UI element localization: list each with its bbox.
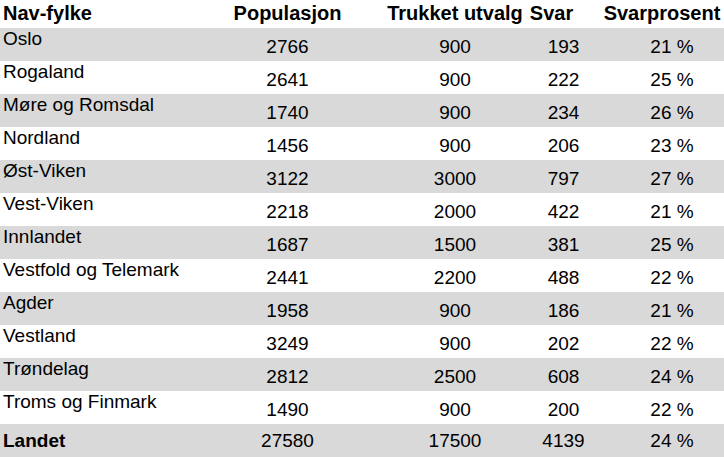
cell-svarprosent: 21 %: [610, 201, 724, 226]
cell-svar: 186: [527, 300, 600, 325]
cell-trukket-utvalg: 3000: [383, 168, 527, 193]
cell-svarprosent: 25 %: [610, 69, 724, 94]
cell-fylke: Innlandet: [0, 226, 192, 248]
cell-trukket-utvalg: 900: [383, 399, 527, 424]
cell-populasjon: 2218: [192, 201, 383, 226]
cell-populasjon: 2641: [192, 69, 383, 94]
cell-trukket-utvalg: 17500: [383, 430, 527, 452]
cell-populasjon: 3249: [192, 333, 383, 358]
cell-populasjon: 2812: [192, 366, 383, 391]
cell-svarprosent: 21 %: [610, 36, 724, 61]
cell-svarprosent: 22 %: [610, 333, 724, 358]
cell-svar: 797: [527, 168, 600, 193]
table-row: Øst-Viken 3122 3000 797 27 %: [0, 160, 724, 193]
cell-svar: 4139: [527, 430, 600, 452]
table-row: Innlandet 1687 1500 381 25 %: [0, 226, 724, 259]
cell-fylke: Rogaland: [0, 61, 192, 83]
table-row: Agder 1958 900 186 21 %: [0, 292, 724, 325]
cell-fylke: Vestfold og Telemark: [0, 259, 192, 281]
cell-fylke: Øst-Viken: [0, 160, 192, 182]
cell-populasjon: 1687: [192, 234, 383, 259]
cell-trukket-utvalg: 2500: [383, 366, 527, 391]
cell-svar: 488: [527, 267, 600, 292]
table-row: Nordland 1456 900 206 23 %: [0, 127, 724, 160]
column-header-nav-fylke: Nav-fylke: [0, 0, 192, 25]
cell-svarprosent: 26 %: [610, 102, 724, 127]
cell-trukket-utvalg: 2200: [383, 267, 527, 292]
cell-populasjon: 3122: [192, 168, 383, 193]
cell-trukket-utvalg: 900: [383, 135, 527, 160]
cell-svarprosent: 22 %: [610, 267, 724, 292]
cell-fylke: Troms og Finmark: [0, 391, 192, 413]
cell-populasjon: 1740: [192, 102, 383, 127]
table-row: Rogaland 2641 900 222 25 %: [0, 61, 724, 94]
cell-populasjon: 1456: [192, 135, 383, 160]
cell-svarprosent: 27 %: [610, 168, 724, 193]
table-row: Trøndelag 2812 2500 608 24 %: [0, 358, 724, 391]
cell-trukket-utvalg: 1500: [383, 234, 527, 259]
column-header-populasjon: Populasjon: [192, 0, 383, 25]
cell-fylke: Agder: [0, 292, 192, 314]
column-header-svarprosent: Svarprosent: [600, 0, 724, 25]
cell-svarprosent: 24 %: [610, 430, 724, 452]
cell-populasjon: 2441: [192, 267, 383, 292]
cell-svar: 193: [527, 36, 600, 61]
cell-svar: 206: [527, 135, 600, 160]
table-row: Vestfold og Telemark 2441 2200 488 22 %: [0, 259, 724, 292]
cell-fylke: Trøndelag: [0, 358, 192, 380]
table-row: Troms og Finmark 1490 900 200 22 %: [0, 391, 724, 424]
table-row: Vestland 3249 900 202 22 %: [0, 325, 724, 358]
cell-trukket-utvalg: 900: [383, 69, 527, 94]
column-header-svar: Svar: [515, 0, 588, 25]
cell-populasjon: 1958: [192, 300, 383, 325]
cell-svarprosent: 24 %: [610, 366, 724, 391]
cell-svar: 381: [527, 234, 600, 259]
cell-trukket-utvalg: 900: [383, 102, 527, 127]
table-header-row: Nav-fylke Populasjon Trukket utvalg Svar…: [0, 0, 724, 28]
cell-trukket-utvalg: 900: [383, 36, 527, 61]
cell-svarprosent: 23 %: [610, 135, 724, 160]
cell-svar: 234: [527, 102, 600, 127]
cell-fylke: Oslo: [0, 28, 192, 50]
cell-svar: 202: [527, 333, 600, 358]
cell-svar: 608: [527, 366, 600, 391]
column-header-trukket-utvalg: Trukket utvalg: [383, 0, 527, 25]
table-row: Vest-Viken 2218 2000 422 21 %: [0, 193, 724, 226]
cell-fylke: Vest-Viken: [0, 193, 192, 215]
table-row-total: Landet 27580 17500 4139 24 %: [0, 424, 724, 457]
cell-trukket-utvalg: 2000: [383, 201, 527, 226]
table-row: Oslo 2766 900 193 21 %: [0, 28, 724, 61]
cell-trukket-utvalg: 900: [383, 300, 527, 325]
cell-fylke: Møre og Romsdal: [0, 94, 192, 116]
cell-svar: 200: [527, 399, 600, 424]
cell-svarprosent: 25 %: [610, 234, 724, 259]
cell-svar: 222: [527, 69, 600, 94]
cell-svarprosent: 21 %: [610, 300, 724, 325]
cell-populasjon: 2766: [192, 36, 383, 61]
response-rate-table: Nav-fylke Populasjon Trukket utvalg Svar…: [0, 0, 724, 457]
cell-svarprosent: 22 %: [610, 399, 724, 424]
cell-fylke: Landet: [0, 430, 192, 452]
table-body: Oslo 2766 900 193 21 % Rogaland 2641 900…: [0, 28, 724, 457]
cell-fylke: Vestland: [0, 325, 192, 347]
cell-trukket-utvalg: 900: [383, 333, 527, 358]
table-row: Møre og Romsdal 1740 900 234 26 %: [0, 94, 724, 127]
cell-svar: 422: [527, 201, 600, 226]
cell-populasjon: 27580: [192, 430, 383, 452]
cell-fylke: Nordland: [0, 127, 192, 149]
cell-populasjon: 1490: [192, 399, 383, 424]
